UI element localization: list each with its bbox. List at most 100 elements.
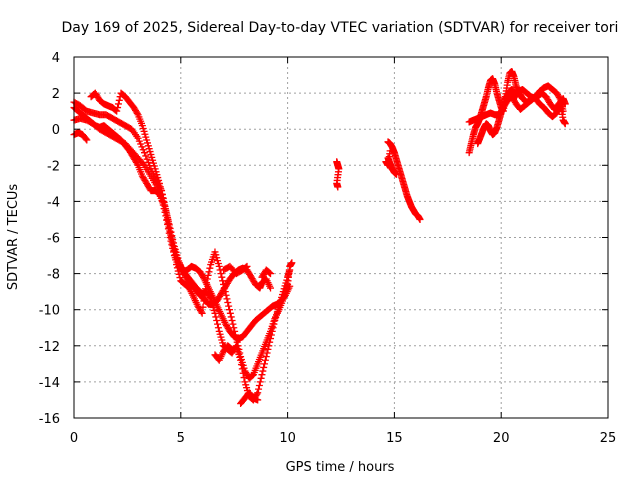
data-point [255,382,263,390]
data-point [286,266,294,274]
x-tick-label: 5 [177,431,185,446]
data-point [133,109,141,117]
data-point [261,360,269,368]
data-point [221,288,229,296]
data-point [226,306,234,314]
data-point [267,270,275,278]
data-point [206,264,214,272]
data-point [164,219,172,227]
series-track-10 [382,138,424,223]
data-point [203,275,211,283]
y-tick-label: -4 [47,195,60,210]
data-point [227,313,235,321]
data-point [228,345,236,353]
data-point [113,107,121,115]
data-point [266,269,274,277]
data-point [229,320,237,328]
data-point [165,223,173,231]
data-point [161,205,169,213]
y-tick-label: 4 [52,51,60,66]
data-point [142,152,150,160]
data-point [167,235,175,243]
data-point [198,309,206,317]
series-track-8 [258,266,275,281]
data-point [259,367,267,375]
data-point [162,212,170,220]
data-point [140,149,148,157]
data-marks [70,67,569,408]
data-point [263,349,271,357]
data-point [243,262,251,270]
data-point [237,361,245,369]
data-point [230,324,238,332]
data-point [264,345,272,353]
data-point [242,263,250,271]
data-point [220,280,228,288]
data-point [561,120,569,128]
data-point [167,231,175,239]
data-point [83,136,91,144]
data-point [237,356,245,364]
data-point [214,324,222,332]
data-point [267,331,275,339]
x-tick-label: 0 [70,431,78,446]
data-point [386,147,394,155]
data-point [224,298,232,306]
data-point [115,96,123,104]
data-point [254,396,262,404]
data-point [266,338,274,346]
y-tick-label: -10 [39,304,60,319]
y-tick-label: -8 [47,268,60,283]
data-point [254,389,262,397]
data-point [144,158,152,166]
data-point [114,104,122,112]
data-point [226,309,234,317]
y-tick-label: -14 [39,376,60,391]
y-tick-label: -6 [47,232,60,247]
data-point [222,291,230,299]
data-point [139,160,147,168]
data-point [556,103,564,111]
data-point [233,338,241,346]
data-point [334,183,342,191]
data-point [133,160,141,168]
data-point [217,270,225,278]
data-point [156,183,164,191]
y-axis-tick-labels: -16 -14 -12 -10 -8 -6 -4 -2 0 2 4 [39,51,60,427]
x-tick-label: 15 [386,431,403,446]
x-tick-label: 20 [493,431,510,446]
data-point [220,284,228,292]
data-point [268,327,276,335]
chart-title: Day 169 of 2025, Sidereal Day-to-day VTE… [62,20,619,36]
data-point [214,320,222,328]
data-point [267,284,275,292]
data-point [265,342,273,350]
data-point [228,317,236,325]
data-point [213,317,221,325]
data-point [232,335,240,343]
data-point [227,345,235,353]
data-point [262,353,270,361]
data-point [261,356,269,364]
data-point [255,385,263,393]
series-track-13 [474,85,569,148]
series-track-9 [333,158,343,191]
data-point [260,363,268,371]
data-point [82,135,90,143]
y-tick-label: 0 [52,123,60,138]
data-point [215,262,223,270]
data-point [199,303,207,311]
data-point [258,371,266,379]
y-tick-label: -2 [47,159,60,174]
data-point [239,369,247,377]
data-point [197,308,205,316]
data-point [256,378,264,386]
data-point [240,374,248,382]
y-axis-label: SDTVAR / TECUs [6,184,21,291]
data-point [267,335,275,343]
data-point [176,274,184,282]
x-axis-label: GPS time / hours [286,460,395,475]
data-point [211,309,219,317]
series-track-5 [220,262,251,278]
